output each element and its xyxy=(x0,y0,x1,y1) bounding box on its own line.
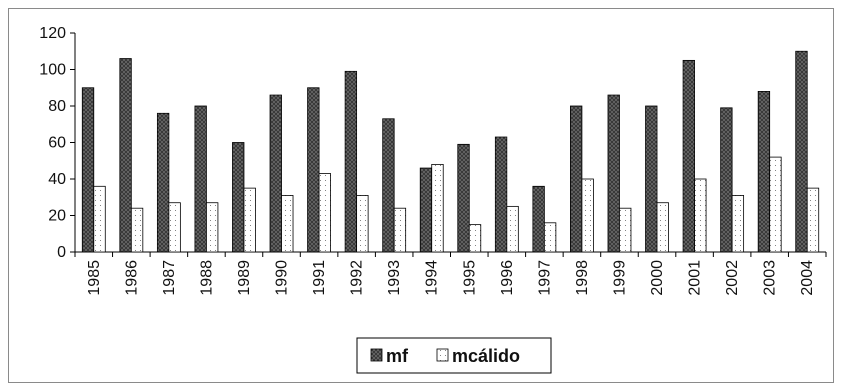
bar-mf-1992 xyxy=(344,70,358,253)
legend-swatch-mcálido xyxy=(436,348,449,362)
legend-label-mcálido: mcálido xyxy=(452,346,520,366)
bar-mcálido-1988 xyxy=(206,202,219,253)
bar-mf-1986 xyxy=(119,58,132,253)
chart-frame: 0 20 40 60 80 100 120 1985 1986 1987 1988 1989 1990… xyxy=(8,8,834,383)
bar-mcálido-1999 xyxy=(619,207,632,253)
x-tick-label: 1999 xyxy=(611,260,628,296)
x-tick-label: 1996 xyxy=(499,260,516,296)
x-tick-label: 1987 xyxy=(161,260,178,296)
bar-mcálido-1989 xyxy=(243,187,256,253)
bar-mf-1993 xyxy=(382,118,395,253)
bar-mf-1998 xyxy=(570,105,583,253)
bar-mf-2000 xyxy=(645,105,658,253)
bar-mcálido-1987 xyxy=(168,202,181,253)
x-tick-label: 2004 xyxy=(799,260,816,296)
x-tick-label: 1990 xyxy=(274,260,291,296)
bar-mcálido-1995 xyxy=(468,224,482,253)
bar-mf-2002 xyxy=(720,107,733,253)
x-axis-labels: 1985 1986 1987 1988 1989 1990 1991 1992 1993 1994… xyxy=(86,260,816,296)
bar-mcálido-1985 xyxy=(93,185,106,253)
y-tick-label: 80 xyxy=(48,98,66,115)
bar-mf-1991 xyxy=(307,87,320,253)
bar-mf-1987 xyxy=(156,112,170,253)
x-tick-label: 1998 xyxy=(574,260,591,296)
bar-mf-2001 xyxy=(682,59,695,253)
legend-swatch-mf xyxy=(370,348,383,362)
legend: mf mcálido xyxy=(356,337,552,374)
bar-mf-2003 xyxy=(757,91,771,253)
legend-label-mf: mf xyxy=(386,346,409,366)
y-tick-label: 40 xyxy=(48,171,66,188)
bar-mcálido-2000 xyxy=(656,202,669,253)
bar-mcálido-1986 xyxy=(130,207,144,253)
bar-mf-2004 xyxy=(795,50,808,253)
bar-mf-1996 xyxy=(494,136,508,253)
x-tick-label: 1991 xyxy=(311,260,328,296)
x-tick-label: 1995 xyxy=(461,260,478,296)
bar-mcálido-1990 xyxy=(281,195,294,253)
bar-mf-1994 xyxy=(419,167,433,253)
x-tick-label: 1993 xyxy=(386,260,403,296)
bar-mf-1997 xyxy=(532,185,545,253)
x-tick-label: 1985 xyxy=(86,260,103,296)
bar-mf-1989 xyxy=(232,142,245,253)
bar-mcálido-1994 xyxy=(431,163,444,253)
y-tick-label: 60 xyxy=(48,135,66,152)
bar-mcálido-1993 xyxy=(393,207,407,253)
bar-mf-1985 xyxy=(81,87,95,253)
x-tick-label: 1988 xyxy=(198,260,215,296)
x-tick-label: 1989 xyxy=(236,260,253,296)
bar-mf-1990 xyxy=(269,94,282,253)
x-tick-label: 2003 xyxy=(762,260,779,296)
bar-mcálido-1992 xyxy=(356,195,369,253)
x-tick-label: 1986 xyxy=(123,260,140,296)
bar-mf-1988 xyxy=(194,105,207,253)
bar-mcálido-1991 xyxy=(318,173,331,253)
bar-mf-1995 xyxy=(457,143,470,253)
bar-mcálido-1997 xyxy=(543,222,557,253)
bar-mcálido-2001 xyxy=(694,178,707,253)
bar-mcálido-2002 xyxy=(731,195,745,253)
x-tick-label: 1992 xyxy=(349,260,366,296)
legend-box xyxy=(356,337,552,374)
x-tick-label: 1997 xyxy=(536,260,553,296)
x-tick-label: 2002 xyxy=(724,260,741,296)
y-tick-label: 120 xyxy=(39,25,66,42)
bar-mcálido-2004 xyxy=(806,187,820,253)
bar-mcálido-1998 xyxy=(581,178,594,253)
y-tick-label: 0 xyxy=(57,244,66,261)
bars xyxy=(81,50,820,253)
x-tick-label: 2000 xyxy=(649,260,666,296)
bar-mcálido-1996 xyxy=(506,205,519,253)
y-tick-label: 100 xyxy=(39,62,66,79)
bar-mcálido-2003 xyxy=(769,156,782,253)
bar-mf-1999 xyxy=(607,94,620,253)
y-tick-label: 20 xyxy=(48,208,66,225)
bar-chart: 0 20 40 60 80 100 120 1985 1986 1987 1988 1989 1990… xyxy=(39,25,827,374)
x-tick-label: 2001 xyxy=(687,260,704,296)
x-tick-label: 1994 xyxy=(424,260,441,296)
